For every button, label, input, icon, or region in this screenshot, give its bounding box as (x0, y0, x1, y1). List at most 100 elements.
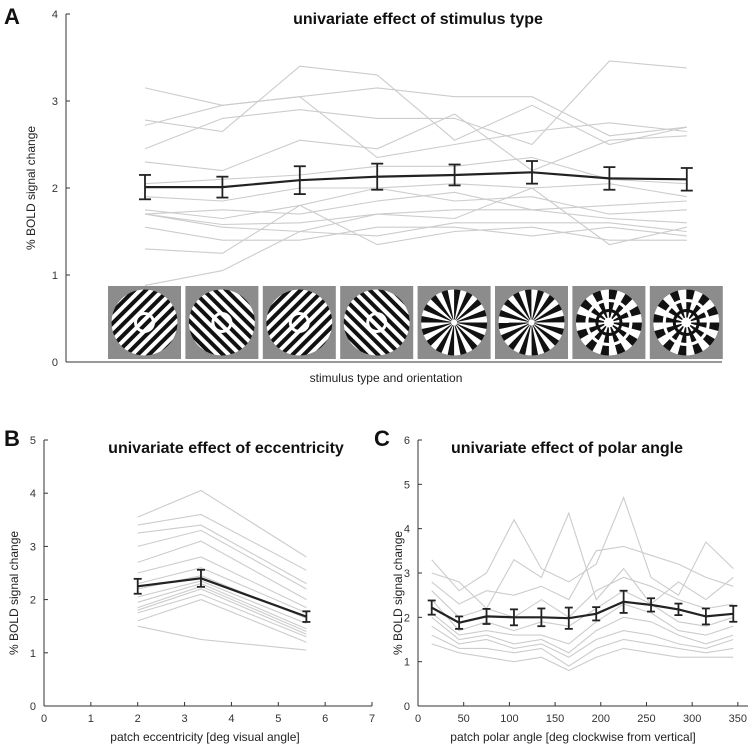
thumbnail-disc (653, 289, 720, 356)
center-ring (288, 312, 310, 333)
panel-a-mean-line (145, 171, 687, 189)
panel-b-x-tick-label: 0 (41, 713, 47, 725)
stripe (266, 289, 308, 331)
panel-c-error-bar-12 (729, 604, 738, 623)
panel-a-subject-lines (144, 60, 687, 286)
panel-b-x-tick-label: 7 (369, 713, 375, 725)
stripe (441, 289, 455, 323)
stripe (584, 322, 609, 352)
stripe (524, 289, 532, 323)
panel-a-subject-line-11 (144, 226, 687, 241)
panel-c-x-tick-label: 150 (546, 713, 564, 725)
stripe (454, 291, 473, 323)
panel-a-error-bar-3 (293, 165, 306, 195)
panel-c-axes: 0 1 2 3 4 5 6 0 50 100 150 200 250 300 350 (404, 435, 748, 725)
panel-c-x-label: patch polar angle [deg clockwise from ve… (450, 730, 695, 744)
stripe (454, 322, 488, 330)
center-dot (603, 317, 614, 328)
stripe (422, 303, 455, 323)
stripe (343, 297, 403, 356)
panel-c-y-tick-label: 1 (404, 657, 410, 669)
panel-c-subject-line-3 (431, 545, 734, 605)
panel-a-y-tick-label: 0 (52, 357, 58, 369)
stimulus-thumbnail-5 (417, 286, 491, 359)
center-dot (451, 319, 458, 326)
stripe (575, 313, 609, 323)
panel-b-x-label: patch eccentricity [deg visual angle] (110, 730, 299, 744)
stripe (576, 322, 609, 340)
panel-b-error-bar-3 (302, 610, 311, 623)
panel-a-y-tick-label: 3 (52, 96, 58, 108)
panel-a-error-bar-4 (371, 162, 384, 191)
stripe (686, 305, 720, 323)
panel-a-error-bar-8 (680, 167, 693, 192)
panel-c-x-tick-label: 0 (415, 713, 421, 725)
stripe (531, 322, 539, 356)
panel-c-error-bar-4 (509, 608, 518, 627)
stripe (653, 313, 687, 323)
stripe (500, 322, 532, 342)
stripe (591, 289, 609, 323)
stimulus-thumbnail-6 (495, 286, 568, 359)
panel-a-title: univariate effect of stimulus type (293, 11, 543, 28)
stripe (454, 309, 488, 323)
panel-c-y-tick-label: 2 (404, 612, 410, 624)
stripe (686, 322, 720, 332)
stripe (188, 302, 242, 356)
panel-c-subject-line-1 (431, 496, 734, 596)
panel-a-mean-series (139, 160, 693, 201)
panel-a-y-tick-label: 2 (52, 183, 58, 195)
stripe (266, 289, 314, 337)
panel-b-y-tick-label: 2 (30, 595, 36, 607)
panel-c-error-bar-9 (647, 597, 656, 613)
center-ring (134, 312, 155, 333)
panel-c-subject-line-6 (431, 603, 734, 645)
stripe (686, 322, 704, 356)
stripe (608, 289, 618, 323)
panel-b-subject-line-4 (137, 529, 307, 590)
panel-c-subject-line-8 (431, 625, 734, 658)
panel-b-subject-line-2 (137, 513, 307, 571)
flower-group (653, 289, 720, 356)
panel-c-error-bar-10 (674, 602, 683, 617)
panel-a-letter: A (4, 4, 20, 29)
stripe (498, 322, 532, 330)
panel-a-subject-line-4 (144, 113, 687, 172)
stripe (111, 289, 153, 331)
panel-c-letter: C (374, 426, 390, 451)
panel-b-mean-series (133, 568, 311, 623)
stripe (271, 294, 331, 354)
stripe (193, 291, 254, 351)
panel-c-y-tick-label: 5 (404, 479, 410, 491)
panel-b-y-tick-label: 4 (30, 488, 36, 500)
stripe (133, 311, 178, 356)
panel-c-x-tick-label: 350 (729, 713, 747, 725)
panel-b-subject-line-1 (137, 489, 307, 558)
spiral-group (421, 289, 488, 356)
panel-a-subject-line-3 (144, 60, 687, 150)
panel-a-error-bar-2 (216, 175, 229, 199)
thumbnail-disc (266, 289, 333, 356)
stripe (531, 303, 563, 323)
ring (662, 299, 710, 346)
panel-a-stimulus-thumbnails (108, 286, 723, 359)
stripe (343, 308, 391, 356)
panel-b-subject-line-6 (137, 556, 307, 609)
panel-b-error-bar-2 (196, 568, 205, 588)
panel-c-y-tick-label: 4 (404, 524, 410, 536)
center-dot (681, 317, 692, 328)
stripe (531, 322, 551, 354)
stimulus-thumbnail-3 (262, 286, 336, 359)
stripe (188, 314, 231, 356)
panel-c-y-tick-label: 6 (404, 435, 410, 447)
panel-a-subject-line-7 (144, 187, 687, 220)
panel-b-x-tick-label: 4 (228, 713, 234, 725)
ring (595, 309, 623, 336)
panel-a-y-tick-label: 1 (52, 270, 58, 282)
stripe (669, 289, 687, 323)
panel-a-y-label: % BOLD signal change (24, 126, 38, 250)
panel-c-x-tick-label: 100 (500, 713, 518, 725)
panel-c-error-bar-7 (592, 606, 601, 622)
panel-c-y-tick-label: 3 (404, 568, 410, 580)
panel-a: A univariate effect of stimulus type 0 1 2… (4, 4, 723, 385)
